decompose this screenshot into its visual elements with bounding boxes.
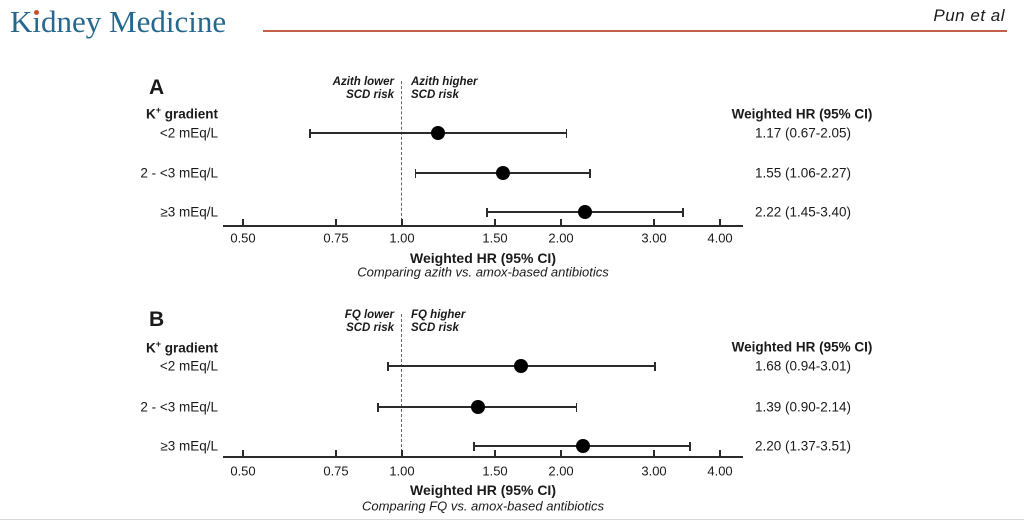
- column-header: Weighted HR (95% CI): [731, 106, 873, 122]
- hr-value: 1.17 (0.67-2.05): [754, 125, 852, 141]
- annotation-line: SCD risk: [411, 89, 459, 101]
- group-label-part: +: [155, 104, 161, 115]
- point-estimate: [431, 126, 446, 140]
- annotation-line: FQ higher: [411, 309, 466, 321]
- row-label: <2 mEq/L: [159, 125, 218, 141]
- row-label: <2 mEq/L: [159, 358, 218, 374]
- axis-tick: [560, 450, 563, 456]
- axis-tick-label: 4.00: [707, 463, 733, 479]
- group-label-part: +: [155, 338, 161, 349]
- group-label: K+ gradient: [146, 105, 218, 122]
- reference-line: [401, 81, 402, 226]
- axis-tick: [719, 450, 722, 456]
- axis-tick-label: 0.50: [230, 463, 256, 479]
- annotation-line: SCD risk: [346, 89, 394, 101]
- ci-cap-right: [681, 207, 684, 217]
- group-label-part: gradient: [160, 106, 218, 122]
- axis-title: Weighted HR (95% CI): [410, 250, 556, 266]
- annotation-line: Azith higher: [411, 76, 478, 88]
- axis-tick-label: 1.50: [482, 463, 508, 479]
- group-label: K+ gradient: [146, 339, 218, 356]
- annotation-right-of-reference: Azith higher SCD risk: [411, 76, 531, 102]
- axis-tick: [335, 219, 337, 225]
- axis-subtitle: Comparing azith vs. amox-based antibioti…: [357, 264, 609, 280]
- hr-value: 1.39 (0.90-2.14): [754, 399, 852, 415]
- axis-tick-label: 1.50: [482, 230, 508, 246]
- axis-tick: [494, 219, 497, 225]
- ci-cap-right: [589, 168, 591, 178]
- point-estimate: [470, 400, 485, 414]
- ci-cap-left: [473, 441, 476, 451]
- axis-tick: [719, 219, 722, 225]
- axis-tick-label: 0.50: [230, 230, 256, 246]
- annotation-right-of-reference: FQ higher SCD risk: [411, 309, 531, 335]
- row-label: 2 - <3 mEq/L: [140, 165, 218, 181]
- column-header: Weighted HR (95% CI): [731, 339, 873, 355]
- ci-cap-right: [689, 441, 691, 451]
- axis-tick-label: 0.75: [323, 463, 349, 479]
- hr-value: 2.20 (1.37-3.51): [754, 438, 852, 454]
- axis-subtitle: Comparing FQ vs. amox-based antibiotics: [361, 498, 605, 514]
- group-label-part: K: [145, 106, 156, 122]
- annotation-line: Azith lower: [332, 76, 394, 88]
- axis-tick-label: 2.00: [548, 463, 574, 479]
- axis-tick-label: 0.75: [323, 230, 349, 246]
- annotation-line: SCD risk: [411, 322, 459, 334]
- axis-tick-label: 2.00: [548, 230, 574, 246]
- logo-rest: dney Medicine: [41, 4, 227, 39]
- point-estimate: [514, 359, 529, 373]
- axis-tick: [335, 450, 337, 456]
- axis-title: Weighted HR (95% CI): [410, 482, 556, 498]
- axis-line: [223, 225, 743, 227]
- ci-cap-left: [414, 168, 417, 178]
- ci-cap-right: [653, 361, 656, 371]
- axis-tick: [653, 450, 656, 456]
- ci-cap-left: [387, 361, 389, 371]
- ci-cap-left: [486, 207, 489, 217]
- group-label-part: gradient: [160, 340, 218, 356]
- ci-cap-right: [565, 128, 568, 138]
- axis-tick: [401, 219, 403, 225]
- panel-letter: A: [149, 76, 165, 99]
- point-estimate: [495, 166, 510, 180]
- point-estimate: [577, 205, 592, 219]
- row-label: ≥3 mEq/L: [160, 438, 218, 454]
- logo-letter-k: K: [10, 4, 33, 39]
- ci-cap-right: [575, 402, 578, 412]
- axis-tick: [653, 219, 656, 225]
- panel-letter: B: [149, 308, 165, 331]
- hr-value: 2.22 (1.45-3.40): [754, 204, 852, 220]
- axis-tick-label: 1.00: [389, 463, 415, 479]
- reference-line: [401, 314, 402, 457]
- axis-tick: [494, 450, 497, 456]
- ci-cap-left: [309, 128, 311, 138]
- annotation-line: SCD risk: [346, 322, 394, 334]
- byline: Pun et al: [933, 6, 1005, 25]
- annotation-left-of-reference: FQ lower SCD risk: [284, 309, 394, 335]
- axis-line: [223, 456, 743, 458]
- axis-tick-label: 1.00: [389, 230, 415, 246]
- header-rule: [263, 30, 1007, 32]
- axis-tick-label: 3.00: [641, 463, 667, 479]
- logo-letter-i-with-orange-dot-icon: ı: [32, 4, 42, 39]
- axis-tick-label: 4.00: [707, 230, 733, 246]
- hr-value: 1.55 (1.06-2.27): [754, 165, 852, 181]
- ci-cap-left: [377, 402, 379, 412]
- hr-value: 1.68 (0.94-3.01): [754, 358, 852, 374]
- axis-tick: [242, 450, 244, 456]
- axis-tick: [560, 219, 563, 225]
- row-label: 2 - <3 mEq/L: [140, 399, 218, 415]
- group-label-part: K: [145, 340, 156, 356]
- axis-tick-label: 3.00: [641, 230, 667, 246]
- axis-tick: [242, 219, 244, 225]
- row-label: ≥3 mEq/L: [160, 204, 218, 220]
- journal-logo: Kıdney Medicine: [10, 4, 226, 40]
- point-estimate: [575, 439, 590, 453]
- annotation-left-of-reference: Azith lower SCD risk: [284, 76, 394, 102]
- axis-tick: [401, 450, 403, 456]
- annotation-line: FQ lower: [344, 309, 394, 321]
